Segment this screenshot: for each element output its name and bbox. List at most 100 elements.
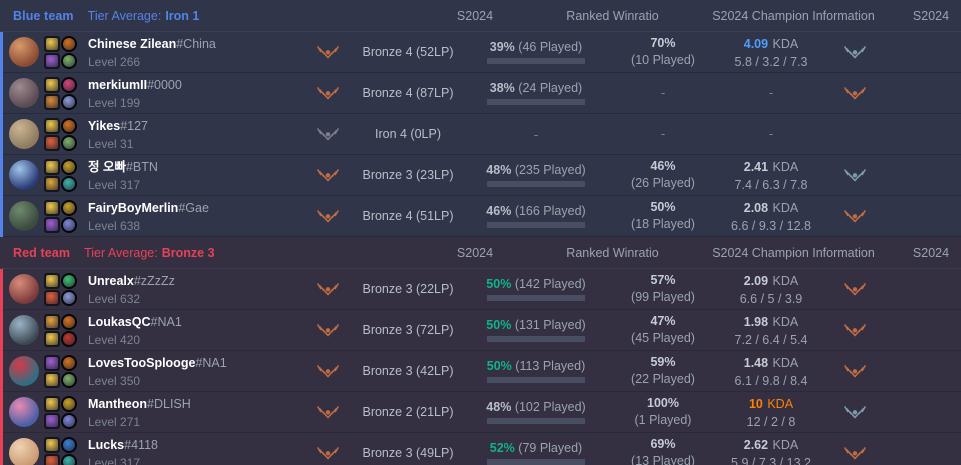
rune-primary[interactable] [61, 199, 77, 216]
player-row[interactable]: 정 오빠#BTN Level 317 Bronze 3 (23LP) 48% (235… [0, 154, 961, 196]
summoner-tag: #BTN [125, 160, 158, 174]
summoner-spell-1[interactable] [44, 158, 60, 175]
champion-portrait[interactable] [9, 397, 39, 427]
summoner-name: Unrealx [88, 274, 134, 288]
summoner-name-line[interactable]: Chinese Zilean#China [88, 34, 303, 54]
player-row[interactable]: Mantheon#DLISH Level 271 Bronze 2 (21LP) 48… [0, 391, 961, 433]
tier-average-label: Tier Average: [84, 245, 158, 260]
column-header-winratio: Ranked Winratio [566, 245, 659, 260]
player-row[interactable]: FairyBoyMerlin#Gae Level 638 Bronze 4 (51L… [0, 195, 961, 237]
player-row[interactable]: Chinese Zilean#China Level 266 Bronze 4 (5… [0, 31, 961, 73]
summoner-spell-2[interactable] [44, 289, 60, 306]
summoner-spell-1[interactable] [44, 354, 60, 371]
champion-portrait[interactable] [9, 356, 39, 386]
summoner-spell-1[interactable] [44, 436, 60, 453]
summoner-name-line[interactable]: Mantheon#DLISH [88, 394, 303, 414]
summoner-name-line[interactable]: LovesTooSplooge#NA1 [88, 353, 303, 373]
champion-portrait[interactable] [9, 274, 39, 304]
rank-emblem-left [303, 127, 353, 141]
rune-primary[interactable] [61, 436, 77, 453]
ranked-winratio-cell: 38% (24 Played) [463, 81, 609, 105]
rune-primary[interactable] [61, 117, 77, 134]
rune-primary[interactable] [61, 395, 77, 412]
summoner-spell-1[interactable] [44, 35, 60, 52]
summoner-spell-2[interactable] [44, 453, 60, 465]
summoner-name-line[interactable]: Yikes#127 [88, 116, 303, 136]
rune-primary[interactable] [61, 272, 77, 289]
summoner-spell-2[interactable] [44, 134, 60, 151]
winratio-bar [487, 99, 585, 105]
summoner-name-line[interactable]: 정 오빠#BTN [88, 157, 303, 177]
spells-and-runes [44, 272, 77, 306]
winratio-percent: 50% [486, 359, 512, 373]
champion-portrait-art [9, 315, 39, 345]
summoner-spell-2[interactable] [44, 412, 60, 429]
winratio-games: (166 Played) [514, 204, 586, 218]
kda-summary: 2.41 KDA [717, 156, 825, 178]
rune-primary[interactable] [61, 35, 77, 52]
rune-primary[interactable] [61, 76, 77, 93]
summoner-spell-2[interactable] [44, 371, 60, 388]
team-accent-bar [0, 31, 3, 73]
summoner-spell-2[interactable] [44, 330, 60, 347]
summoner-spell-1[interactable] [44, 117, 60, 134]
player-row[interactable]: merkiumII#0000 Level 199 Bronze 4 (87LP) 38… [0, 72, 961, 114]
summoner-name-line[interactable]: LoukasQC#NA1 [88, 312, 303, 332]
champion-portrait[interactable] [9, 160, 39, 190]
winratio-text: 48% (102 Played) [486, 400, 585, 414]
summoner-spell-1[interactable] [44, 395, 60, 412]
player-identity: LoukasQC#NA1 Level 420 [88, 312, 303, 348]
kda-label: KDA [772, 200, 799, 215]
rune-secondary[interactable] [61, 371, 77, 388]
summoner-name: LovesTooSplooge [88, 356, 196, 370]
champion-portrait[interactable] [9, 37, 39, 67]
rune-secondary[interactable] [61, 289, 77, 306]
summoner-spell-1[interactable] [44, 272, 60, 289]
champion-portrait[interactable] [9, 119, 39, 149]
winratio-percent: 46% [486, 204, 512, 218]
spells-and-runes [44, 395, 77, 429]
summoner-spell-1[interactable] [44, 313, 60, 330]
rune-secondary[interactable] [61, 93, 77, 110]
champion-info-cell: 47% (45 Played) [609, 313, 717, 347]
champion-portrait[interactable] [9, 438, 39, 465]
rune-primary[interactable] [61, 313, 77, 330]
summoner-name-line[interactable]: Lucks#4118 [88, 435, 303, 455]
rune-secondary[interactable] [61, 52, 77, 69]
rune-secondary[interactable] [61, 453, 77, 465]
summoner-spell-2[interactable] [44, 52, 60, 69]
rune-secondary[interactable] [61, 330, 77, 347]
winratio-games: (24 Played) [518, 81, 583, 95]
rune-primary[interactable] [61, 158, 77, 175]
summoner-spell-2[interactable] [44, 93, 60, 110]
player-row[interactable]: Yikes#127 Level 31 Iron 4 (0LP) - - - [0, 113, 961, 155]
kda-label: KDA [767, 396, 794, 411]
summoner-spell-2[interactable] [44, 175, 60, 192]
champion-portrait[interactable] [9, 315, 39, 345]
rune-secondary[interactable] [61, 134, 77, 151]
summoner-spell-1[interactable] [44, 199, 60, 216]
rune-secondary[interactable] [61, 216, 77, 233]
player-row[interactable]: LoukasQC#NA1 Level 420 Bronze 3 (72LP) 50% … [0, 309, 961, 351]
team-name: Blue team [13, 8, 74, 23]
summoner-spell-2[interactable] [44, 216, 60, 233]
rune-secondary[interactable] [61, 412, 77, 429]
player-row[interactable]: Unrealx#zZzZz Level 632 Bronze 3 (22LP) 50%… [0, 268, 961, 310]
champion-info-cell: 59% (22 Played) [609, 354, 717, 388]
summoner-name-line[interactable]: FairyBoyMerlin#Gae [88, 198, 303, 218]
winratio-bar [487, 377, 585, 383]
player-row[interactable]: Lucks#4118 Level 317 Bronze 3 (49LP) 52% (7… [0, 432, 961, 465]
champion-info-cell: 46% (26 Played) [609, 158, 717, 192]
summoner-name-line[interactable]: Unrealx#zZzZz [88, 271, 303, 291]
champion-portrait[interactable] [9, 201, 39, 231]
champion-info-cell: 69% (13 Played) [609, 436, 717, 465]
champion-portrait[interactable] [9, 78, 39, 108]
rank-emblem-left [303, 405, 353, 419]
rune-secondary[interactable] [61, 175, 77, 192]
player-row[interactable]: LovesTooSplooge#NA1 Level 350 Bronze 3 (42… [0, 350, 961, 392]
rank-emblem-right [825, 446, 885, 460]
rune-primary[interactable] [61, 354, 77, 371]
player-identity: Unrealx#zZzZz Level 632 [88, 271, 303, 307]
summoner-name-line[interactable]: merkiumII#0000 [88, 75, 303, 95]
summoner-spell-1[interactable] [44, 76, 60, 93]
